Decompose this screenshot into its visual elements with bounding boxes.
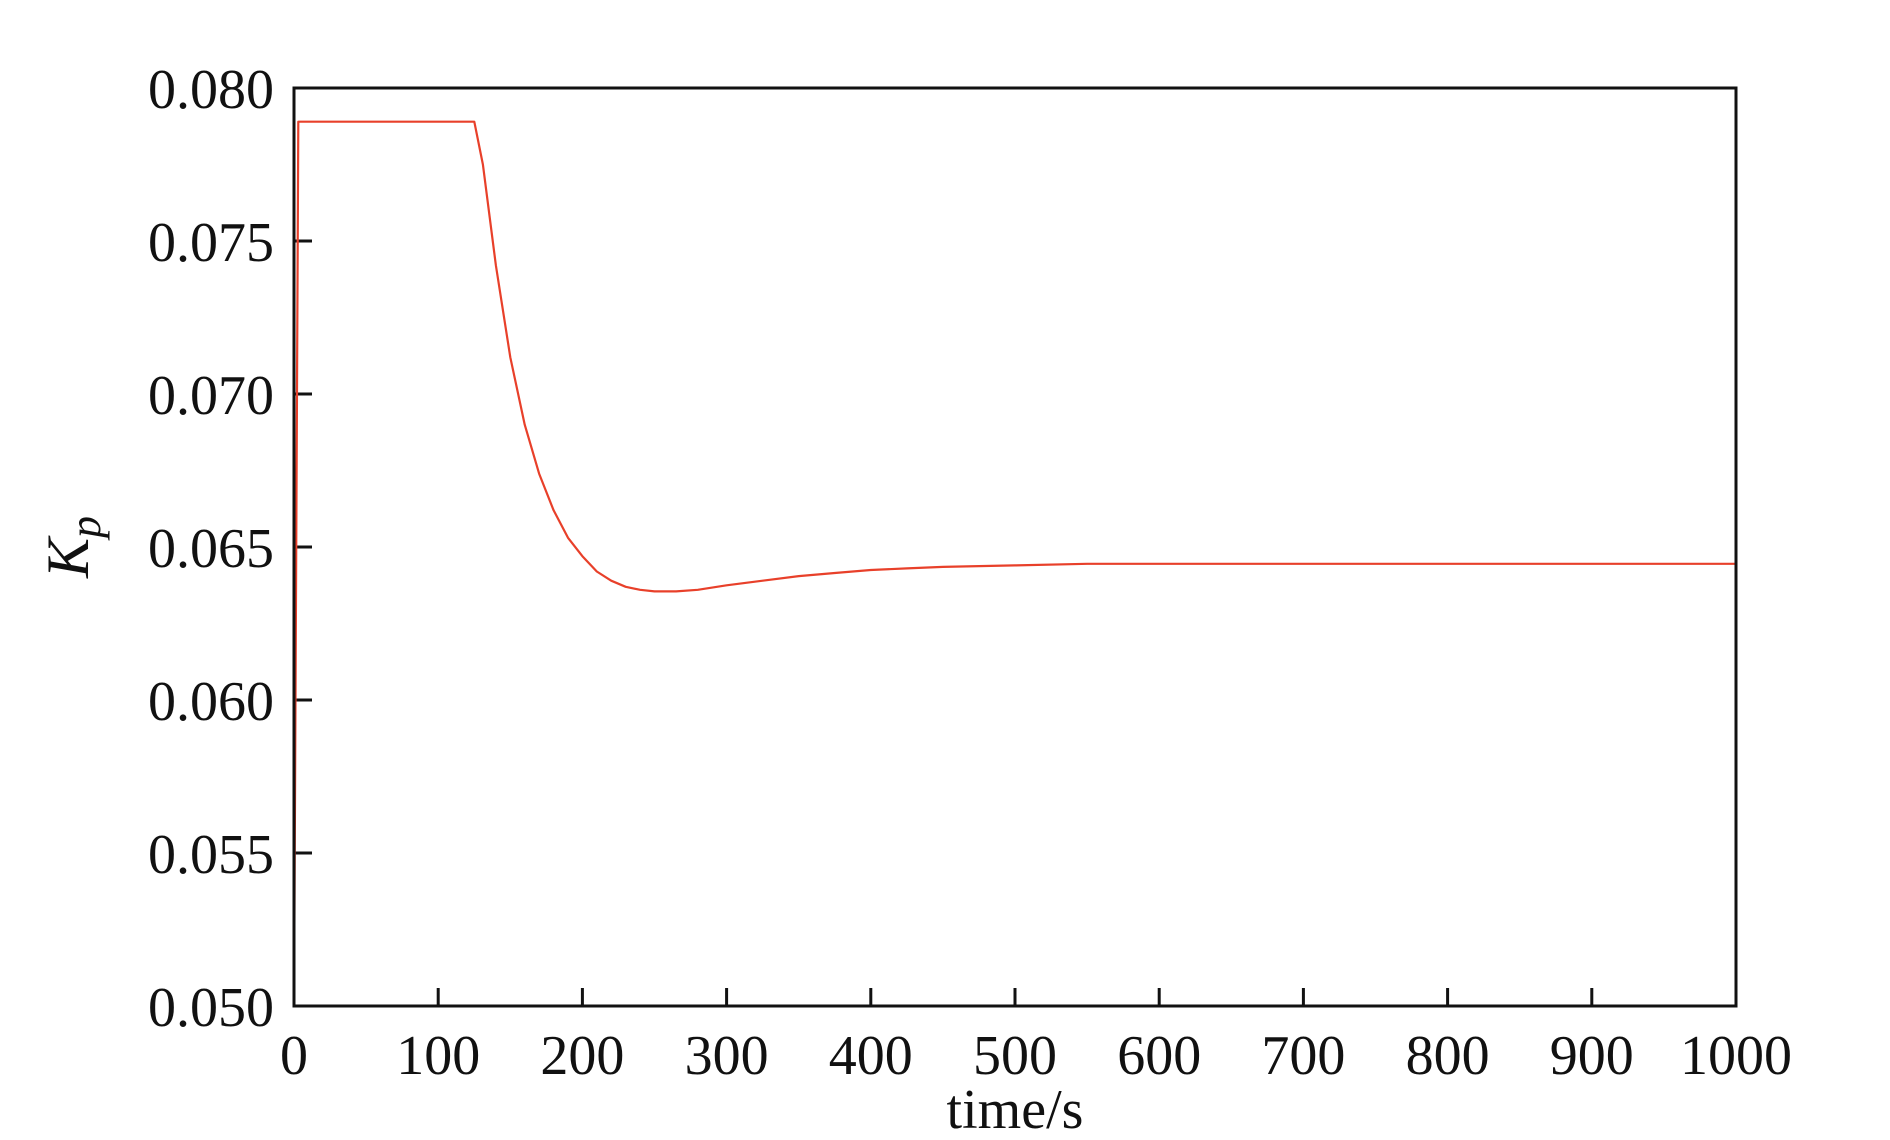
x-tick-label: 800 xyxy=(1406,1025,1490,1087)
x-axis-title: time/s xyxy=(947,1079,1084,1140)
y-tick-label: 0.065 xyxy=(148,518,274,580)
series-line xyxy=(292,120,1736,1007)
y-tick-label: 0.060 xyxy=(148,671,274,733)
x-tick-label: 200 xyxy=(540,1025,624,1087)
plot-frame xyxy=(292,86,1738,1008)
y-axis-title-main: K xyxy=(35,535,101,579)
x-tick-label: 700 xyxy=(1261,1025,1345,1087)
x-tick-label: 100 xyxy=(396,1025,480,1087)
x-tick-label: 900 xyxy=(1550,1025,1634,1087)
x-tick-label: 600 xyxy=(1117,1025,1201,1087)
y-tick-label: 0.080 xyxy=(148,59,274,121)
y-tick-label: 0.075 xyxy=(148,212,274,274)
y-tick-label: 0.055 xyxy=(148,824,274,886)
y-axis-title-subscript: p xyxy=(61,516,110,541)
x-tick-label: 1000 xyxy=(1680,1025,1792,1087)
y-tick-label: 0.050 xyxy=(148,977,274,1039)
x-axis-ticks: 0 100 200 300 400 500 600 700 800 900 1000 xyxy=(280,988,1792,1087)
x-tick-label: 0 xyxy=(280,1025,308,1087)
x-tick-label: 500 xyxy=(973,1025,1057,1087)
y-axis-title: Kp xyxy=(35,516,110,579)
x-tick-label: 300 xyxy=(685,1025,769,1087)
y-axis-ticks: 0.050 0.055 0.060 0.065 0.070 0.075 0.080 xyxy=(148,59,312,1039)
y-tick-label: 0.070 xyxy=(148,365,274,427)
x-tick-label: 400 xyxy=(829,1025,913,1087)
